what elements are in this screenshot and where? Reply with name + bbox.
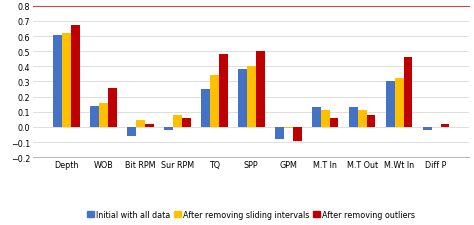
Bar bbox=[99, 103, 108, 127]
Bar bbox=[403, 58, 412, 127]
Bar bbox=[238, 70, 247, 127]
Bar bbox=[247, 67, 255, 127]
Bar bbox=[275, 127, 284, 140]
Bar bbox=[145, 124, 154, 127]
Bar bbox=[255, 52, 264, 127]
Bar bbox=[423, 127, 432, 130]
Bar bbox=[108, 88, 117, 127]
Bar bbox=[292, 127, 301, 141]
Bar bbox=[219, 55, 228, 127]
Legend: Initial with all data, After removing sliding intervals, After removing outliers: Initial with all data, After removing sl… bbox=[87, 210, 415, 219]
Bar bbox=[321, 111, 329, 127]
Bar bbox=[53, 35, 62, 127]
Bar bbox=[201, 90, 210, 127]
Bar bbox=[136, 121, 145, 127]
Bar bbox=[386, 82, 395, 127]
Bar bbox=[312, 108, 321, 127]
Bar bbox=[62, 34, 71, 127]
Bar bbox=[440, 124, 449, 127]
Bar bbox=[164, 127, 173, 130]
Bar bbox=[173, 115, 182, 127]
Bar bbox=[395, 79, 403, 127]
Bar bbox=[210, 76, 219, 127]
Bar bbox=[358, 111, 366, 127]
Bar bbox=[284, 127, 292, 129]
Bar bbox=[90, 106, 99, 127]
Bar bbox=[127, 127, 136, 136]
Bar bbox=[182, 118, 191, 127]
Bar bbox=[329, 118, 338, 127]
Bar bbox=[349, 108, 358, 127]
Bar bbox=[366, 115, 375, 127]
Bar bbox=[71, 26, 80, 127]
